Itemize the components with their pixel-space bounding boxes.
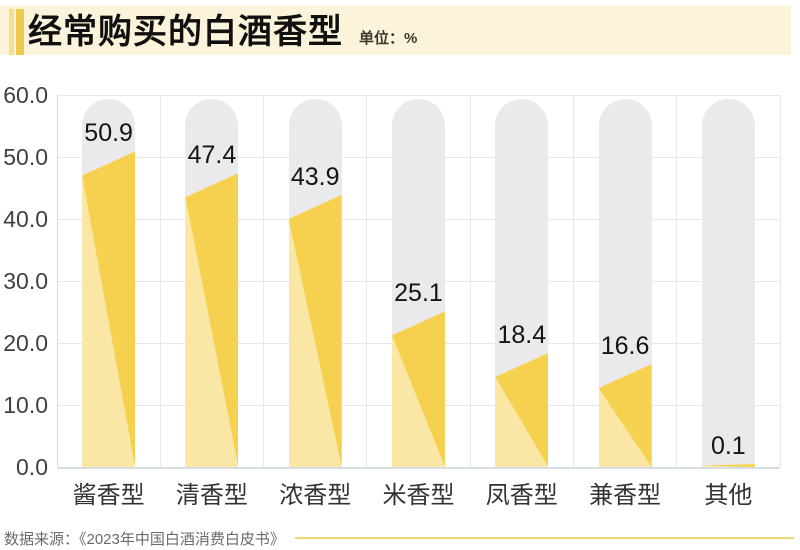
v-gridline <box>676 95 678 467</box>
y-axis-line <box>57 95 58 467</box>
bar-dark-facet <box>392 311 445 467</box>
unit-label: 单位：% <box>359 30 418 47</box>
y-axis-tick-label: 40.0 <box>3 206 48 232</box>
bar-dark-facet <box>288 194 342 467</box>
v-gridline <box>263 95 265 467</box>
x-axis-label: 兼香型 <box>589 482 662 509</box>
x-axis-label: 其他 <box>704 482 753 509</box>
v-gridline <box>159 95 161 467</box>
title-row: 经常购买的白酒香型 单位：% <box>28 5 417 55</box>
value-label: 0.1 <box>710 432 746 460</box>
y-axis-tick-label: 50.0 <box>3 144 48 170</box>
source-divider-line <box>294 537 794 539</box>
x-axis-label: 米香型 <box>382 482 455 509</box>
y-axis-tick-label: 60.0 <box>3 82 48 108</box>
value-label: 50.9 <box>84 119 133 148</box>
bar <box>392 311 445 467</box>
x-axis-label: 浓香型 <box>279 482 352 509</box>
value-label: 16.6 <box>600 332 650 361</box>
v-gridline <box>469 95 471 467</box>
data-source: 数据来源：《2023年中国白酒消费白皮书》 <box>4 530 285 548</box>
v-gridline <box>572 95 574 467</box>
x-axis-label: 清香型 <box>175 482 248 509</box>
title-accent-bar-dark <box>16 9 24 55</box>
footer: 数据来源：《2023年中国白酒消费白皮书》 <box>4 528 796 548</box>
value-label: 25.1 <box>394 279 443 308</box>
x-axis-label: 凤香型 <box>485 482 558 509</box>
h-gridline <box>57 94 780 96</box>
bar-dark-facet <box>82 151 136 467</box>
bar <box>701 464 755 467</box>
bar-dark-facet <box>185 173 239 467</box>
x-axis-label: 酱香型 <box>72 482 145 509</box>
header-band: 经常购买的白酒香型 单位：% <box>0 5 791 55</box>
bar <box>288 194 342 467</box>
title-accent-bar-light <box>9 9 14 55</box>
bar-dark-facet <box>701 464 755 467</box>
page-title: 经常购买的白酒香型 <box>28 13 343 51</box>
y-axis-tick-label: 10.0 <box>3 392 48 418</box>
y-axis-tick-label: 0.0 <box>16 454 48 480</box>
x-axis-line <box>57 467 780 469</box>
v-gridline <box>366 95 368 467</box>
bar <box>82 151 136 467</box>
y-axis-tick-label: 30.0 <box>3 268 48 294</box>
v-gridline <box>779 95 781 467</box>
y-axis-tick-label: 20.0 <box>3 330 48 356</box>
value-label: 47.4 <box>187 141 237 170</box>
value-label: 43.9 <box>290 162 340 191</box>
bar-track <box>701 99 755 467</box>
bar <box>185 173 239 467</box>
value-label: 18.4 <box>497 320 547 349</box>
